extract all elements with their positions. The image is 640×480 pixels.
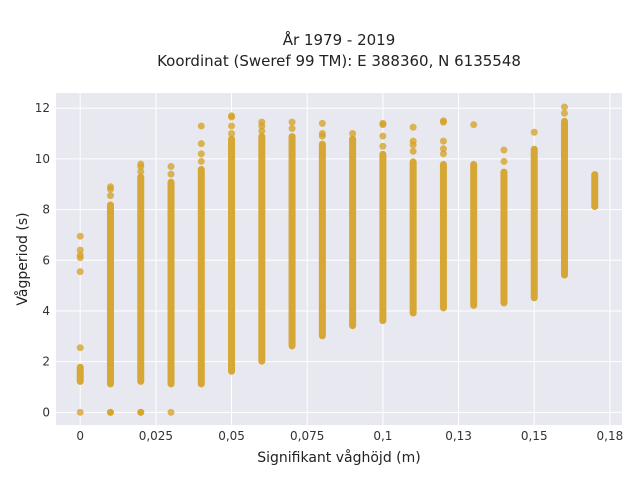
data-point xyxy=(228,122,236,130)
y-axis-ticks: 0 2 4 6 8 10 12 xyxy=(35,101,50,419)
data-point xyxy=(560,109,568,117)
data-point xyxy=(439,150,447,158)
y-tick-label: 6 xyxy=(42,253,50,267)
data-point xyxy=(500,146,508,154)
data-point xyxy=(409,137,417,145)
data-point xyxy=(167,408,175,416)
data-point xyxy=(106,183,114,191)
data-point-cluster xyxy=(500,168,508,307)
data-point xyxy=(288,124,296,132)
y-tick-label: 12 xyxy=(35,101,50,115)
data-point xyxy=(288,118,296,126)
data-point-cluster xyxy=(530,145,538,302)
chart-title-line1: År 1979 - 2019 xyxy=(283,30,396,49)
data-point xyxy=(76,408,84,416)
x-tick-label: 0,075 xyxy=(290,429,324,443)
data-point xyxy=(76,246,84,254)
data-point-cluster xyxy=(318,140,326,340)
y-axis-label: Vågperiod (s) xyxy=(14,212,31,305)
data-point-cluster xyxy=(470,160,478,309)
x-tick-label: 0,15 xyxy=(521,429,548,443)
data-point xyxy=(530,128,538,136)
data-point xyxy=(197,140,205,148)
data-point xyxy=(258,127,266,135)
data-point xyxy=(197,122,205,130)
data-point-cluster xyxy=(228,135,236,375)
data-point xyxy=(560,103,568,111)
data-point-cluster xyxy=(197,166,205,388)
data-point xyxy=(439,145,447,153)
data-point xyxy=(228,112,236,120)
data-point-cluster xyxy=(379,150,387,325)
data-point xyxy=(167,170,175,178)
data-point xyxy=(76,268,84,276)
y-tick-label: 4 xyxy=(42,304,50,318)
data-point xyxy=(409,123,417,131)
y-tick-label: 2 xyxy=(42,355,50,369)
data-point xyxy=(228,130,236,138)
y-tick-label: 10 xyxy=(35,152,50,166)
data-point xyxy=(167,162,175,170)
chart-title-line2: Koordinat (Sweref 99 TM): E 388360, N 61… xyxy=(157,52,521,70)
data-point-cluster xyxy=(560,117,568,279)
data-point xyxy=(318,130,326,138)
data-point xyxy=(106,192,114,200)
data-point xyxy=(470,121,478,129)
data-point xyxy=(379,119,387,127)
data-point xyxy=(137,408,145,416)
data-point-cluster xyxy=(591,171,599,211)
data-point xyxy=(76,344,84,352)
data-point-cluster xyxy=(76,363,84,385)
data-point-cluster xyxy=(439,160,447,312)
data-point xyxy=(76,232,84,240)
data-point xyxy=(258,118,266,126)
y-tick-label: 8 xyxy=(42,203,50,217)
data-point-cluster xyxy=(258,133,266,365)
data-point-cluster xyxy=(106,201,114,388)
data-point xyxy=(500,157,508,165)
data-point xyxy=(409,147,417,155)
x-tick-label: 0,025 xyxy=(139,429,173,443)
data-point xyxy=(76,251,84,259)
x-tick-label: 0,1 xyxy=(373,429,392,443)
data-point xyxy=(197,157,205,165)
data-point xyxy=(106,408,114,416)
data-point xyxy=(197,150,205,158)
x-axis-ticks: 0 0,025 0,05 0,075 0,1 0,13 0,15 0,18 xyxy=(76,429,623,443)
data-point xyxy=(137,168,145,176)
data-point xyxy=(439,117,447,125)
data-point-cluster xyxy=(288,133,296,350)
data-point-cluster xyxy=(167,178,175,388)
data-point-cluster xyxy=(409,158,417,317)
x-tick-label: 0 xyxy=(76,429,84,443)
data-point xyxy=(318,119,326,127)
data-point-cluster xyxy=(137,173,145,385)
data-point xyxy=(379,142,387,150)
x-tick-label: 0,13 xyxy=(445,429,472,443)
x-axis-label: Signifikant våghöjd (m) xyxy=(257,449,420,466)
data-point xyxy=(379,132,387,140)
data-point xyxy=(349,130,357,138)
data-points xyxy=(76,103,599,416)
data-point-cluster xyxy=(349,135,357,330)
data-point xyxy=(439,137,447,145)
data-point xyxy=(137,160,145,168)
x-tick-label: 0,18 xyxy=(597,429,624,443)
y-tick-label: 0 xyxy=(42,405,50,419)
plot-area xyxy=(56,93,622,425)
x-tick-label: 0,05 xyxy=(218,429,245,443)
